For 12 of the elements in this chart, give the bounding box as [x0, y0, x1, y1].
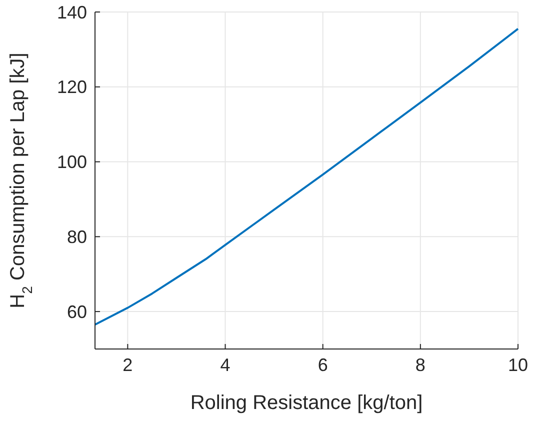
x-tick-label: 8 [415, 355, 426, 375]
y-tick-label: 60 [66, 302, 87, 322]
line-series [94, 28, 519, 326]
x-tick-label: 2 [122, 355, 133, 375]
x-tick-label: 10 [508, 355, 528, 375]
x-tick-label: 6 [318, 355, 328, 375]
x-tick-label: 4 [220, 355, 230, 375]
y-tick-label: 100 [56, 152, 87, 172]
y-tick-label: 120 [56, 77, 87, 98]
y-tick-label: 80 [66, 226, 87, 247]
y-tick-label: 140 [56, 2, 87, 22]
x-axis-title: Roling Resistance [kg/ton] [190, 392, 423, 414]
